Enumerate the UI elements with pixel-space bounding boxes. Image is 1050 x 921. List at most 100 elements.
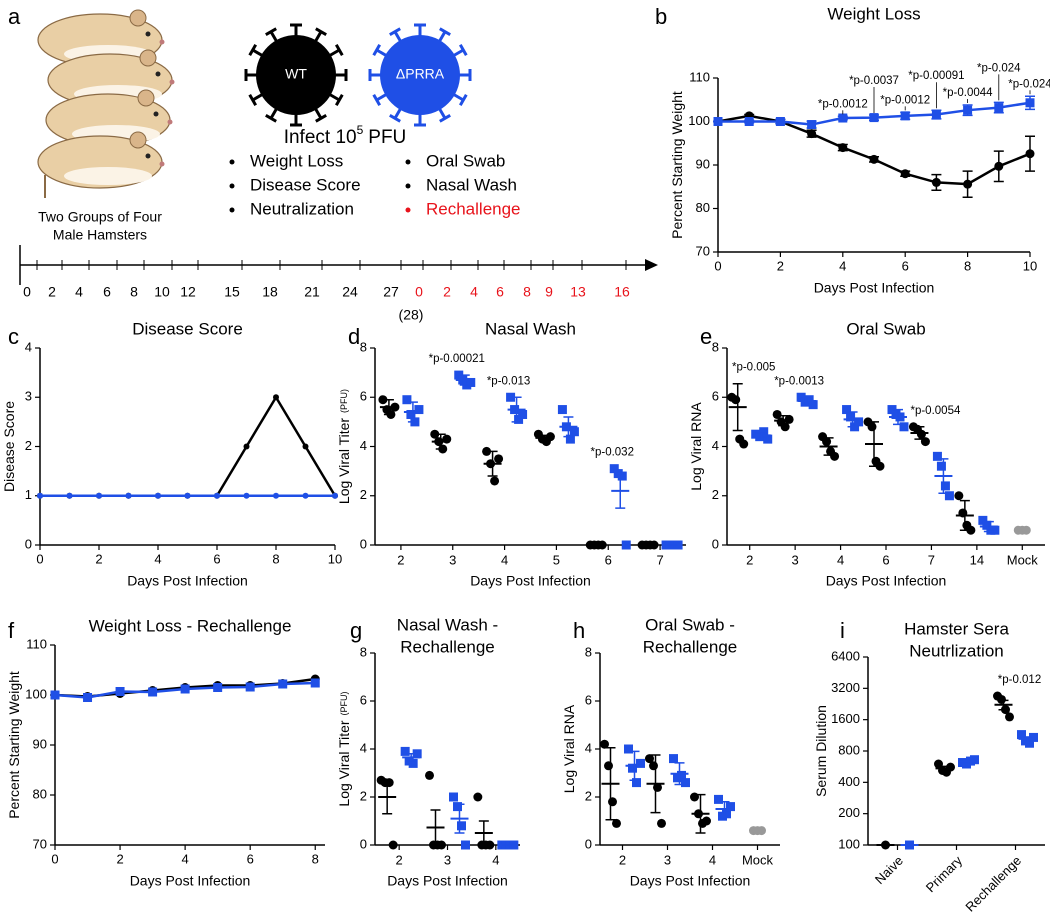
virus-spike-cap bbox=[372, 94, 381, 106]
timeline-label-rechallenge: 16 bbox=[614, 284, 630, 300]
panel-letter: a bbox=[8, 4, 21, 29]
point bbox=[473, 792, 483, 802]
timeline-label-rechallenge: 6 bbox=[496, 284, 504, 300]
error-bar bbox=[650, 754, 661, 814]
error-bar bbox=[1022, 736, 1033, 742]
error-bar bbox=[406, 753, 417, 762]
point bbox=[449, 792, 458, 802]
virus-spike-cap bbox=[372, 44, 381, 56]
y-tick-label: 2 bbox=[585, 788, 592, 803]
x-tick-label: 2 bbox=[95, 551, 102, 566]
error-bar bbox=[674, 762, 685, 786]
error-bar bbox=[478, 820, 489, 846]
chart-title: Weight Loss bbox=[827, 4, 920, 23]
marker bbox=[332, 492, 338, 499]
x-axis-label: Days Post Infection bbox=[814, 280, 935, 296]
x-tick-label: 7 bbox=[656, 552, 663, 567]
x-tick-label: 4 bbox=[709, 852, 716, 867]
marker bbox=[243, 443, 250, 450]
y-axis-label: Log Viral Titer (PFU) bbox=[336, 389, 352, 504]
x-tick-label: 4 bbox=[839, 258, 846, 273]
error-bar bbox=[869, 421, 879, 467]
annotation: *p-0.00021 bbox=[429, 353, 485, 365]
timeline-label: 27 bbox=[383, 284, 399, 300]
x-tick-label: 6 bbox=[605, 552, 612, 567]
x-tick-label: 0 bbox=[714, 258, 721, 273]
error-bar bbox=[802, 396, 813, 406]
marker bbox=[807, 120, 817, 130]
virus-spike-cap bbox=[248, 44, 257, 56]
hamster bbox=[37, 131, 165, 189]
point bbox=[388, 840, 398, 850]
marker bbox=[931, 110, 941, 120]
y-axis-label-unit: (PFU) bbox=[339, 691, 349, 715]
point bbox=[954, 491, 964, 501]
infect-unit: PFU bbox=[368, 127, 406, 148]
virus-spike-cap bbox=[315, 114, 327, 123]
virus-label: ΔPRRA bbox=[396, 66, 445, 82]
y-tick-label: 3 bbox=[25, 389, 32, 404]
x-axis-label: Days Post Infection bbox=[387, 873, 508, 889]
series-line bbox=[40, 394, 337, 497]
point bbox=[669, 754, 678, 764]
point bbox=[940, 481, 950, 491]
marker bbox=[963, 105, 973, 115]
y-tick-label: 6400 bbox=[831, 648, 860, 663]
chart-title: Oral Swab - bbox=[645, 615, 735, 634]
y-axis-label-text: Log Viral RNA bbox=[561, 704, 577, 793]
error-bar bbox=[459, 374, 470, 386]
x-tick-label: 8 bbox=[964, 258, 971, 273]
readout: Neutralization bbox=[250, 199, 354, 218]
y-tick-label: 6 bbox=[360, 692, 367, 707]
timeline-label: 8 bbox=[130, 284, 138, 300]
error-bar bbox=[847, 411, 858, 428]
x-tick-label: 14 bbox=[970, 552, 984, 567]
point bbox=[545, 432, 555, 442]
series-line bbox=[717, 114, 1031, 186]
point bbox=[490, 476, 500, 486]
readout: Rechallenge bbox=[426, 199, 521, 218]
point bbox=[755, 432, 765, 442]
marker bbox=[50, 690, 60, 700]
x-tick-label: 2 bbox=[619, 852, 626, 867]
point bbox=[453, 802, 462, 812]
error-bar bbox=[732, 382, 743, 432]
infect-main: Infect 10 bbox=[284, 127, 357, 148]
virus-spike-cap bbox=[459, 44, 468, 56]
point bbox=[1021, 525, 1031, 535]
point bbox=[982, 520, 992, 530]
marker bbox=[963, 179, 973, 189]
x-tick-label: 8 bbox=[312, 851, 319, 866]
marker bbox=[838, 113, 848, 123]
annotation: *p-0.0037 bbox=[849, 75, 899, 87]
marker bbox=[184, 492, 191, 499]
marker bbox=[66, 492, 73, 499]
hamster-eye bbox=[145, 31, 151, 37]
marker bbox=[931, 177, 941, 187]
point bbox=[437, 840, 446, 850]
annotation: *p-0.013 bbox=[487, 375, 530, 387]
virus-spike-cap bbox=[335, 44, 344, 56]
x-tick-label: 6 bbox=[247, 851, 254, 866]
chart-title: Nasal Wash bbox=[485, 319, 576, 338]
point bbox=[784, 414, 794, 424]
error-bar bbox=[383, 398, 394, 416]
point bbox=[514, 414, 524, 424]
y-tick-label: 100 bbox=[688, 113, 710, 128]
point bbox=[990, 525, 1000, 535]
point bbox=[722, 809, 731, 819]
virus-spike-cap bbox=[389, 27, 401, 36]
error-bar bbox=[563, 416, 574, 438]
point bbox=[867, 422, 877, 432]
point bbox=[657, 818, 666, 828]
point bbox=[772, 409, 782, 419]
y-axis-label-text: Log Viral Titer bbox=[336, 418, 352, 504]
y-tick-label: 100 bbox=[25, 686, 47, 701]
y-tick-label: 110 bbox=[26, 636, 47, 651]
virus-spike-cap bbox=[265, 114, 277, 123]
marker bbox=[180, 684, 190, 694]
point bbox=[944, 491, 954, 501]
point bbox=[621, 540, 631, 550]
panel-letter: g bbox=[350, 618, 362, 643]
annotation: *p-0.012 bbox=[998, 674, 1041, 686]
